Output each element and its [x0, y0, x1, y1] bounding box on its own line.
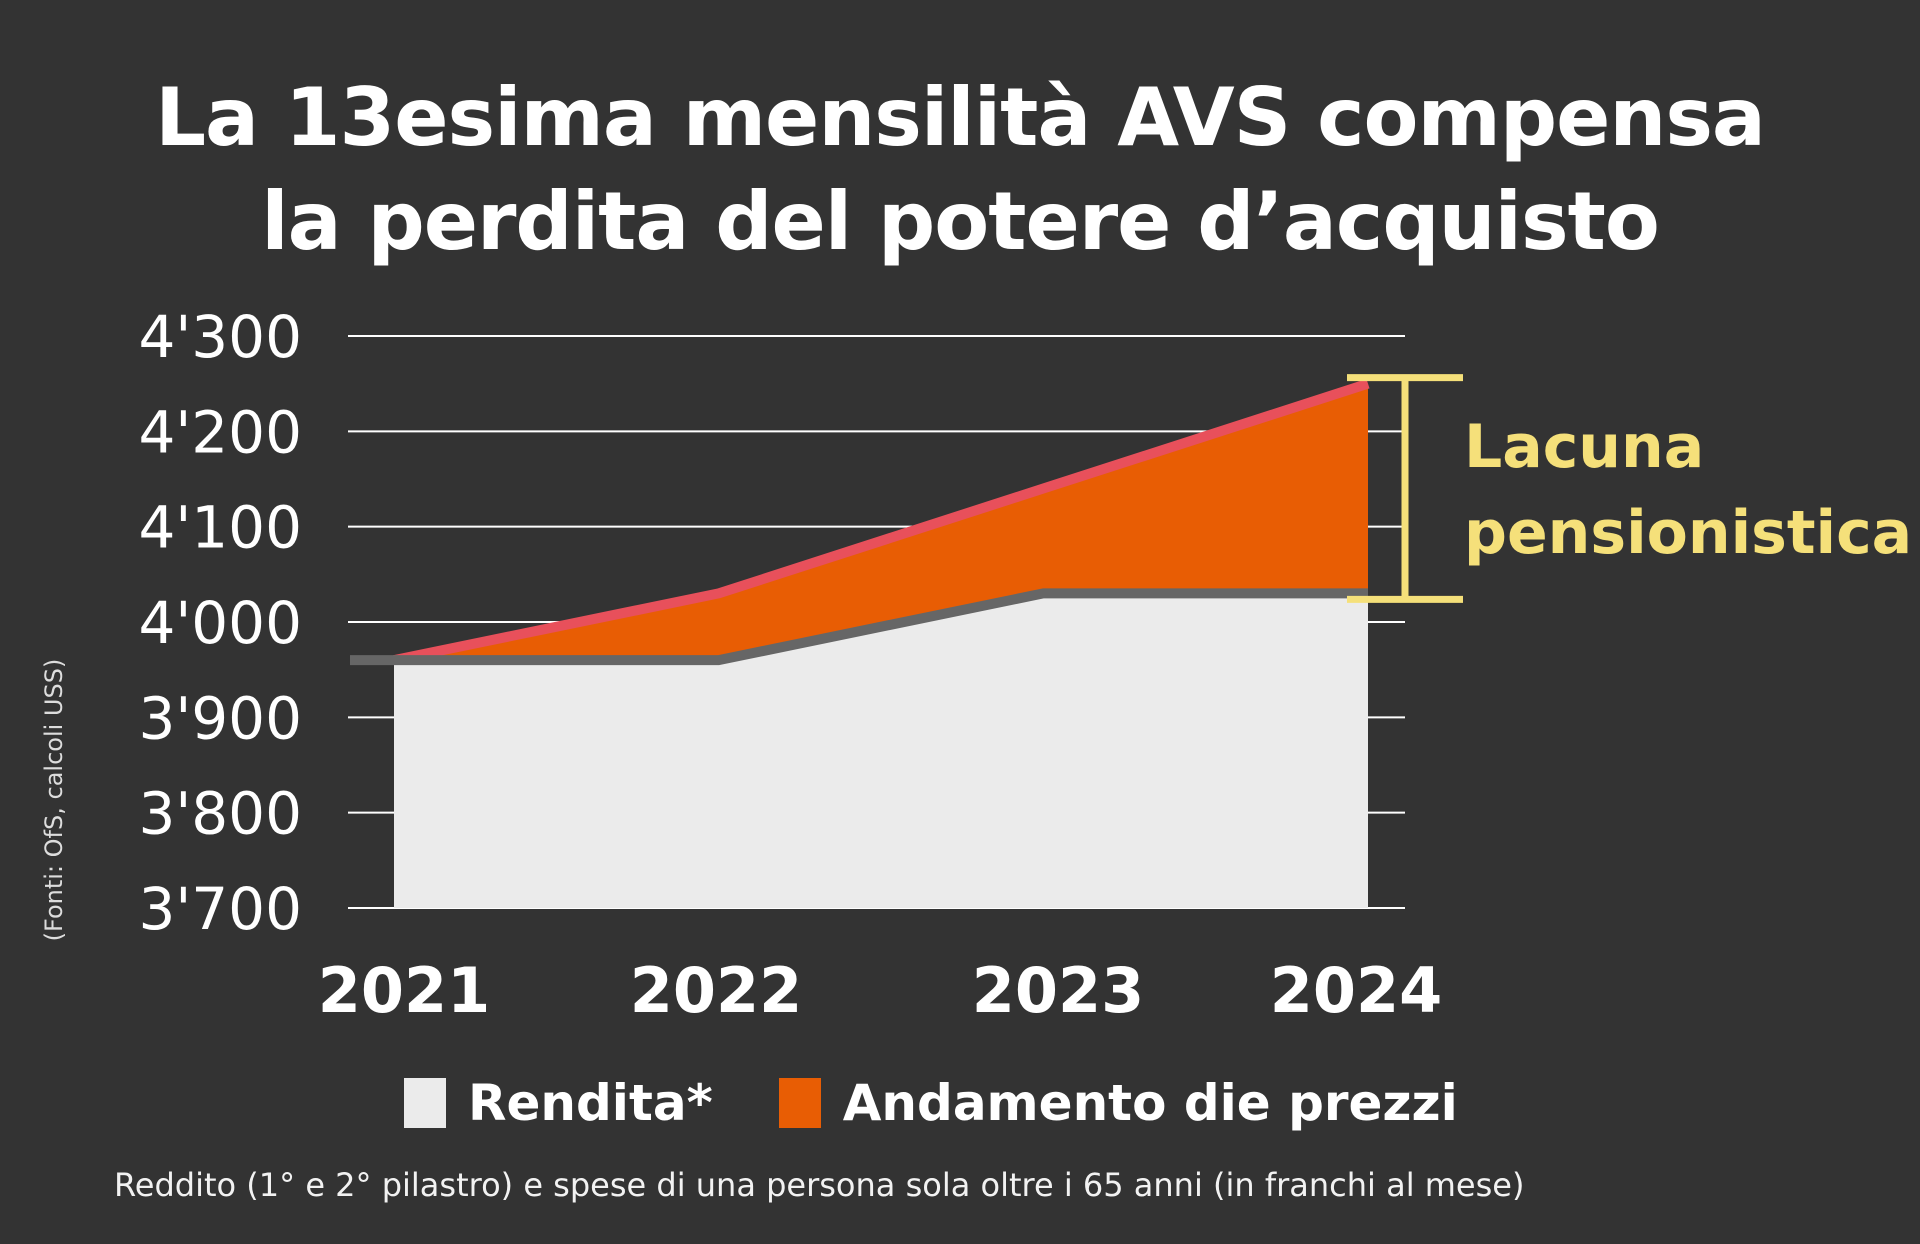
title-line-1: La 13esima mensilità AVS compensa — [155, 71, 1766, 164]
gap-annotation: Lacuna pensionistica — [1347, 374, 1912, 603]
y-axis: 3'700 3'800 3'900 4'000 4'100 4'200 4'300 — [138, 303, 302, 943]
y-tick-label: 4'300 — [138, 303, 302, 371]
source-note: (Fonti: OfS, calcoli USS) — [40, 658, 68, 942]
line-prezzi — [392, 378, 1370, 666]
y-tick-label: 3'800 — [138, 780, 302, 848]
legend: Rendita* Andamento die prezzi — [404, 1074, 1458, 1132]
plot-area — [350, 378, 1370, 908]
x-tick-label: 2022 — [630, 954, 803, 1027]
y-tick-label: 4'200 — [138, 398, 302, 466]
x-tick-label: 2024 — [1270, 954, 1443, 1027]
y-tick-label: 4'000 — [138, 589, 302, 657]
chart-title: La 13esima mensilità AVS compensa la per… — [0, 66, 1920, 274]
legend-swatch-prezzi — [778, 1078, 821, 1128]
annotation-label: pensionistica — [1464, 498, 1912, 568]
legend-item-rendita: Rendita* — [404, 1074, 713, 1132]
annotation-label: Lacuna — [1464, 412, 1704, 482]
y-tick-label: 3'900 — [138, 684, 302, 752]
title-line-2: la perdita del potere d’acquisto — [261, 175, 1660, 268]
legend-swatch-rendita — [404, 1078, 446, 1128]
x-axis: 2021 2022 2023 2024 — [318, 954, 1443, 1027]
y-tick-label: 4'100 — [138, 494, 302, 562]
legend-label-rendita: Rendita* — [468, 1074, 713, 1132]
legend-label-prezzi: Andamento die prezzi — [842, 1074, 1458, 1132]
footnote: Reddito (1° e 2° pilastro) e spese di un… — [114, 1166, 1525, 1204]
x-tick-label: 2021 — [318, 954, 491, 1027]
x-tick-label: 2023 — [972, 954, 1145, 1027]
y-tick-label: 3'700 — [138, 875, 302, 943]
area-rendita — [394, 593, 1368, 908]
legend-item-prezzi: Andamento die prezzi — [778, 1074, 1458, 1132]
